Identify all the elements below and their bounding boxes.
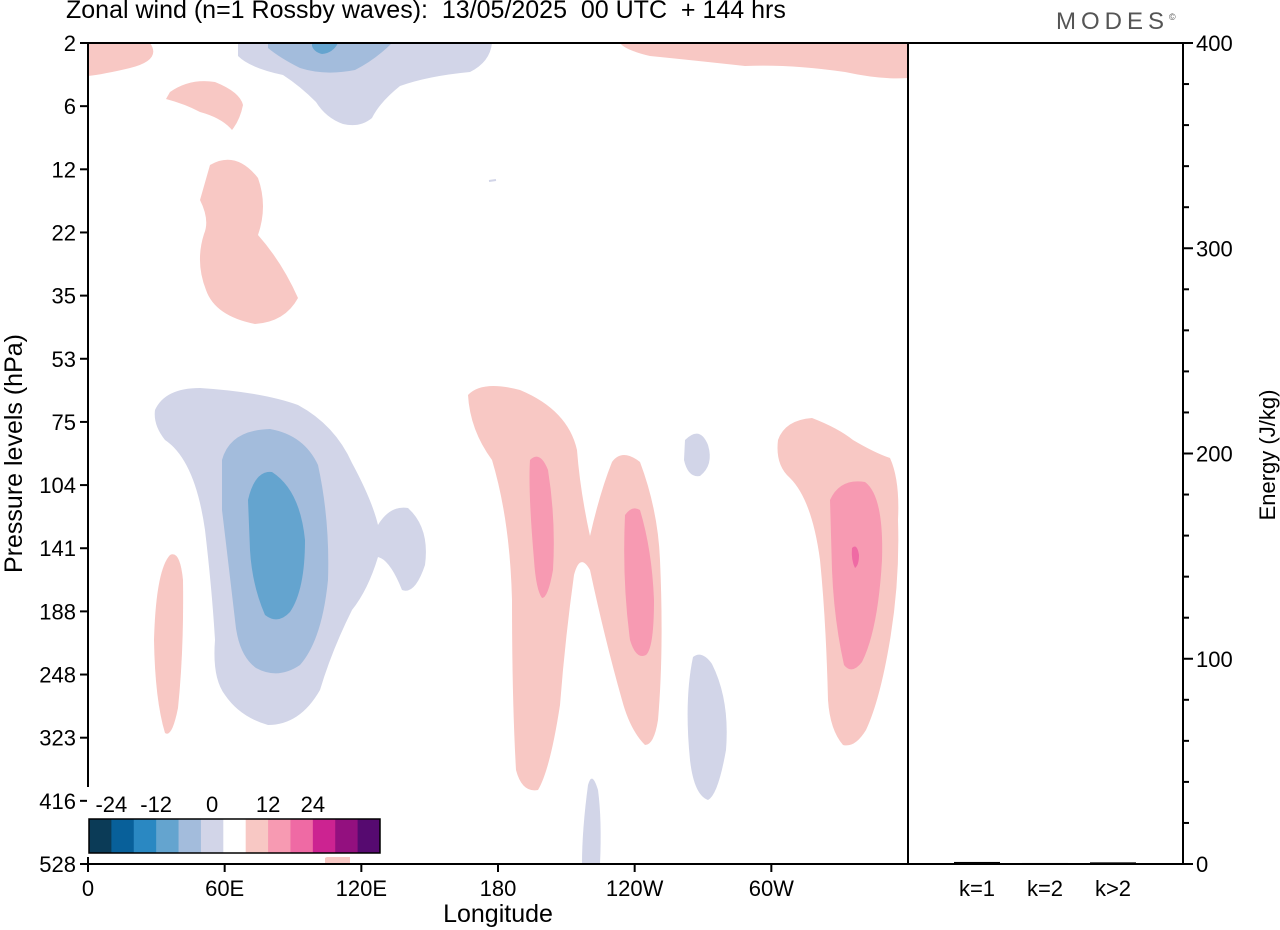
energy-tick-label: 300 — [1196, 236, 1233, 261]
x-tick-label: 60E — [205, 876, 244, 901]
pos-region-lower-left — [154, 554, 184, 734]
bar-category-label: k>2 — [1095, 876, 1131, 901]
pos-region-upper-left — [166, 81, 243, 130]
neg-region-dot — [488, 179, 497, 182]
y-tick-label: 248 — [39, 663, 76, 688]
colorbar-tick-label: -12 — [140, 792, 172, 817]
colorbar-tick-label: 24 — [301, 792, 325, 817]
colorbar-swatch — [357, 819, 381, 853]
colorbar-swatch — [200, 819, 224, 853]
energy-tick-label: 0 — [1196, 852, 1208, 877]
colorbar-border — [88, 818, 381, 854]
energy-tick-label: 100 — [1196, 647, 1233, 672]
logo-mark: © — [1169, 12, 1176, 22]
bar-category-label: k=2 — [1027, 876, 1063, 901]
contour-field — [88, 43, 908, 864]
y-tick-label: 12 — [52, 157, 76, 182]
colorbar-swatch — [268, 819, 291, 853]
colorbar-tick-label: -24 — [95, 792, 127, 817]
y-tick-label: 323 — [39, 726, 76, 751]
bar-category-label: k=1 — [959, 876, 995, 901]
y-tick-label: 2 — [64, 31, 76, 56]
energy-axis-label: Energy (J/kg) — [1255, 390, 1280, 521]
neg-region-small-b — [687, 654, 727, 800]
neg-region-lower-core — [248, 471, 305, 620]
colorbar-swatch — [290, 819, 314, 853]
colorbar-swatch — [178, 819, 202, 853]
y-axis-label: Pressure levels (hPa) — [0, 334, 28, 573]
x-tick-label: 60W — [749, 876, 794, 901]
neg-region-top-core — [312, 43, 338, 54]
pos-region-right-inner — [830, 481, 883, 670]
logo-text: MODES — [1056, 8, 1170, 35]
y-tick-label: 141 — [39, 536, 76, 561]
y-tick-label: 6 — [64, 94, 76, 119]
energy-bar — [954, 861, 1000, 864]
pos-region-top-right — [620, 43, 908, 79]
pos-region-center-b — [624, 508, 654, 656]
chart-title: Zonal wind (n=1 Rossby waves): 13/05/202… — [66, 0, 786, 24]
colorbar-swatch — [245, 819, 269, 853]
pos-region-right-core — [851, 546, 859, 568]
energy-axes: 0 100 200 300 400 Energy (J/kg) — [908, 31, 1280, 877]
x-tick-label: 0 — [82, 876, 94, 901]
modes-logo: MODES© — [1056, 8, 1176, 36]
energy-bars: k=1 k=2 k>2 — [954, 861, 1136, 901]
pos-region-lower-center — [468, 386, 662, 791]
colorbar-swatch — [223, 819, 247, 853]
colorbar-tick-label: 12 — [256, 792, 280, 817]
neg-region-small-a — [684, 433, 710, 477]
colorbar-swatch — [133, 819, 157, 853]
y-tick-label: 35 — [52, 284, 76, 309]
pos-region-center-a — [529, 456, 554, 598]
y-tick-label: 188 — [39, 599, 76, 624]
neg-region-bottom — [582, 778, 601, 864]
y-tick-label: 528 — [39, 852, 76, 877]
y-tick-label: 104 — [39, 473, 76, 498]
colorbar-swatch — [111, 819, 135, 853]
energy-tick-label: 400 — [1196, 31, 1233, 56]
colorbar-swatch — [335, 819, 359, 853]
energy-tick-label: 200 — [1196, 442, 1233, 467]
x-tick-label: 120W — [606, 876, 664, 901]
pos-region-top-left — [88, 43, 154, 76]
colorbar: -24 -12 0 12 24 — [87, 787, 383, 857]
colorbar-swatch — [312, 819, 336, 853]
x-axis-label: Longitude — [443, 900, 553, 928]
y-tick-label: 22 — [52, 220, 76, 245]
neg-region-top-inner — [268, 43, 392, 73]
y-tick-label: 53 — [52, 347, 76, 372]
x-tick-label: 120E — [336, 876, 387, 901]
pos-region-strat-left — [199, 159, 298, 324]
x-tick-label: 180 — [480, 876, 517, 901]
colorbar-swatch — [156, 819, 180, 853]
colorbar-swatch — [89, 819, 112, 853]
colorbar-tick-label: 0 — [206, 792, 218, 817]
y-tick-label: 75 — [52, 410, 76, 435]
y-tick-label: 416 — [39, 789, 76, 814]
